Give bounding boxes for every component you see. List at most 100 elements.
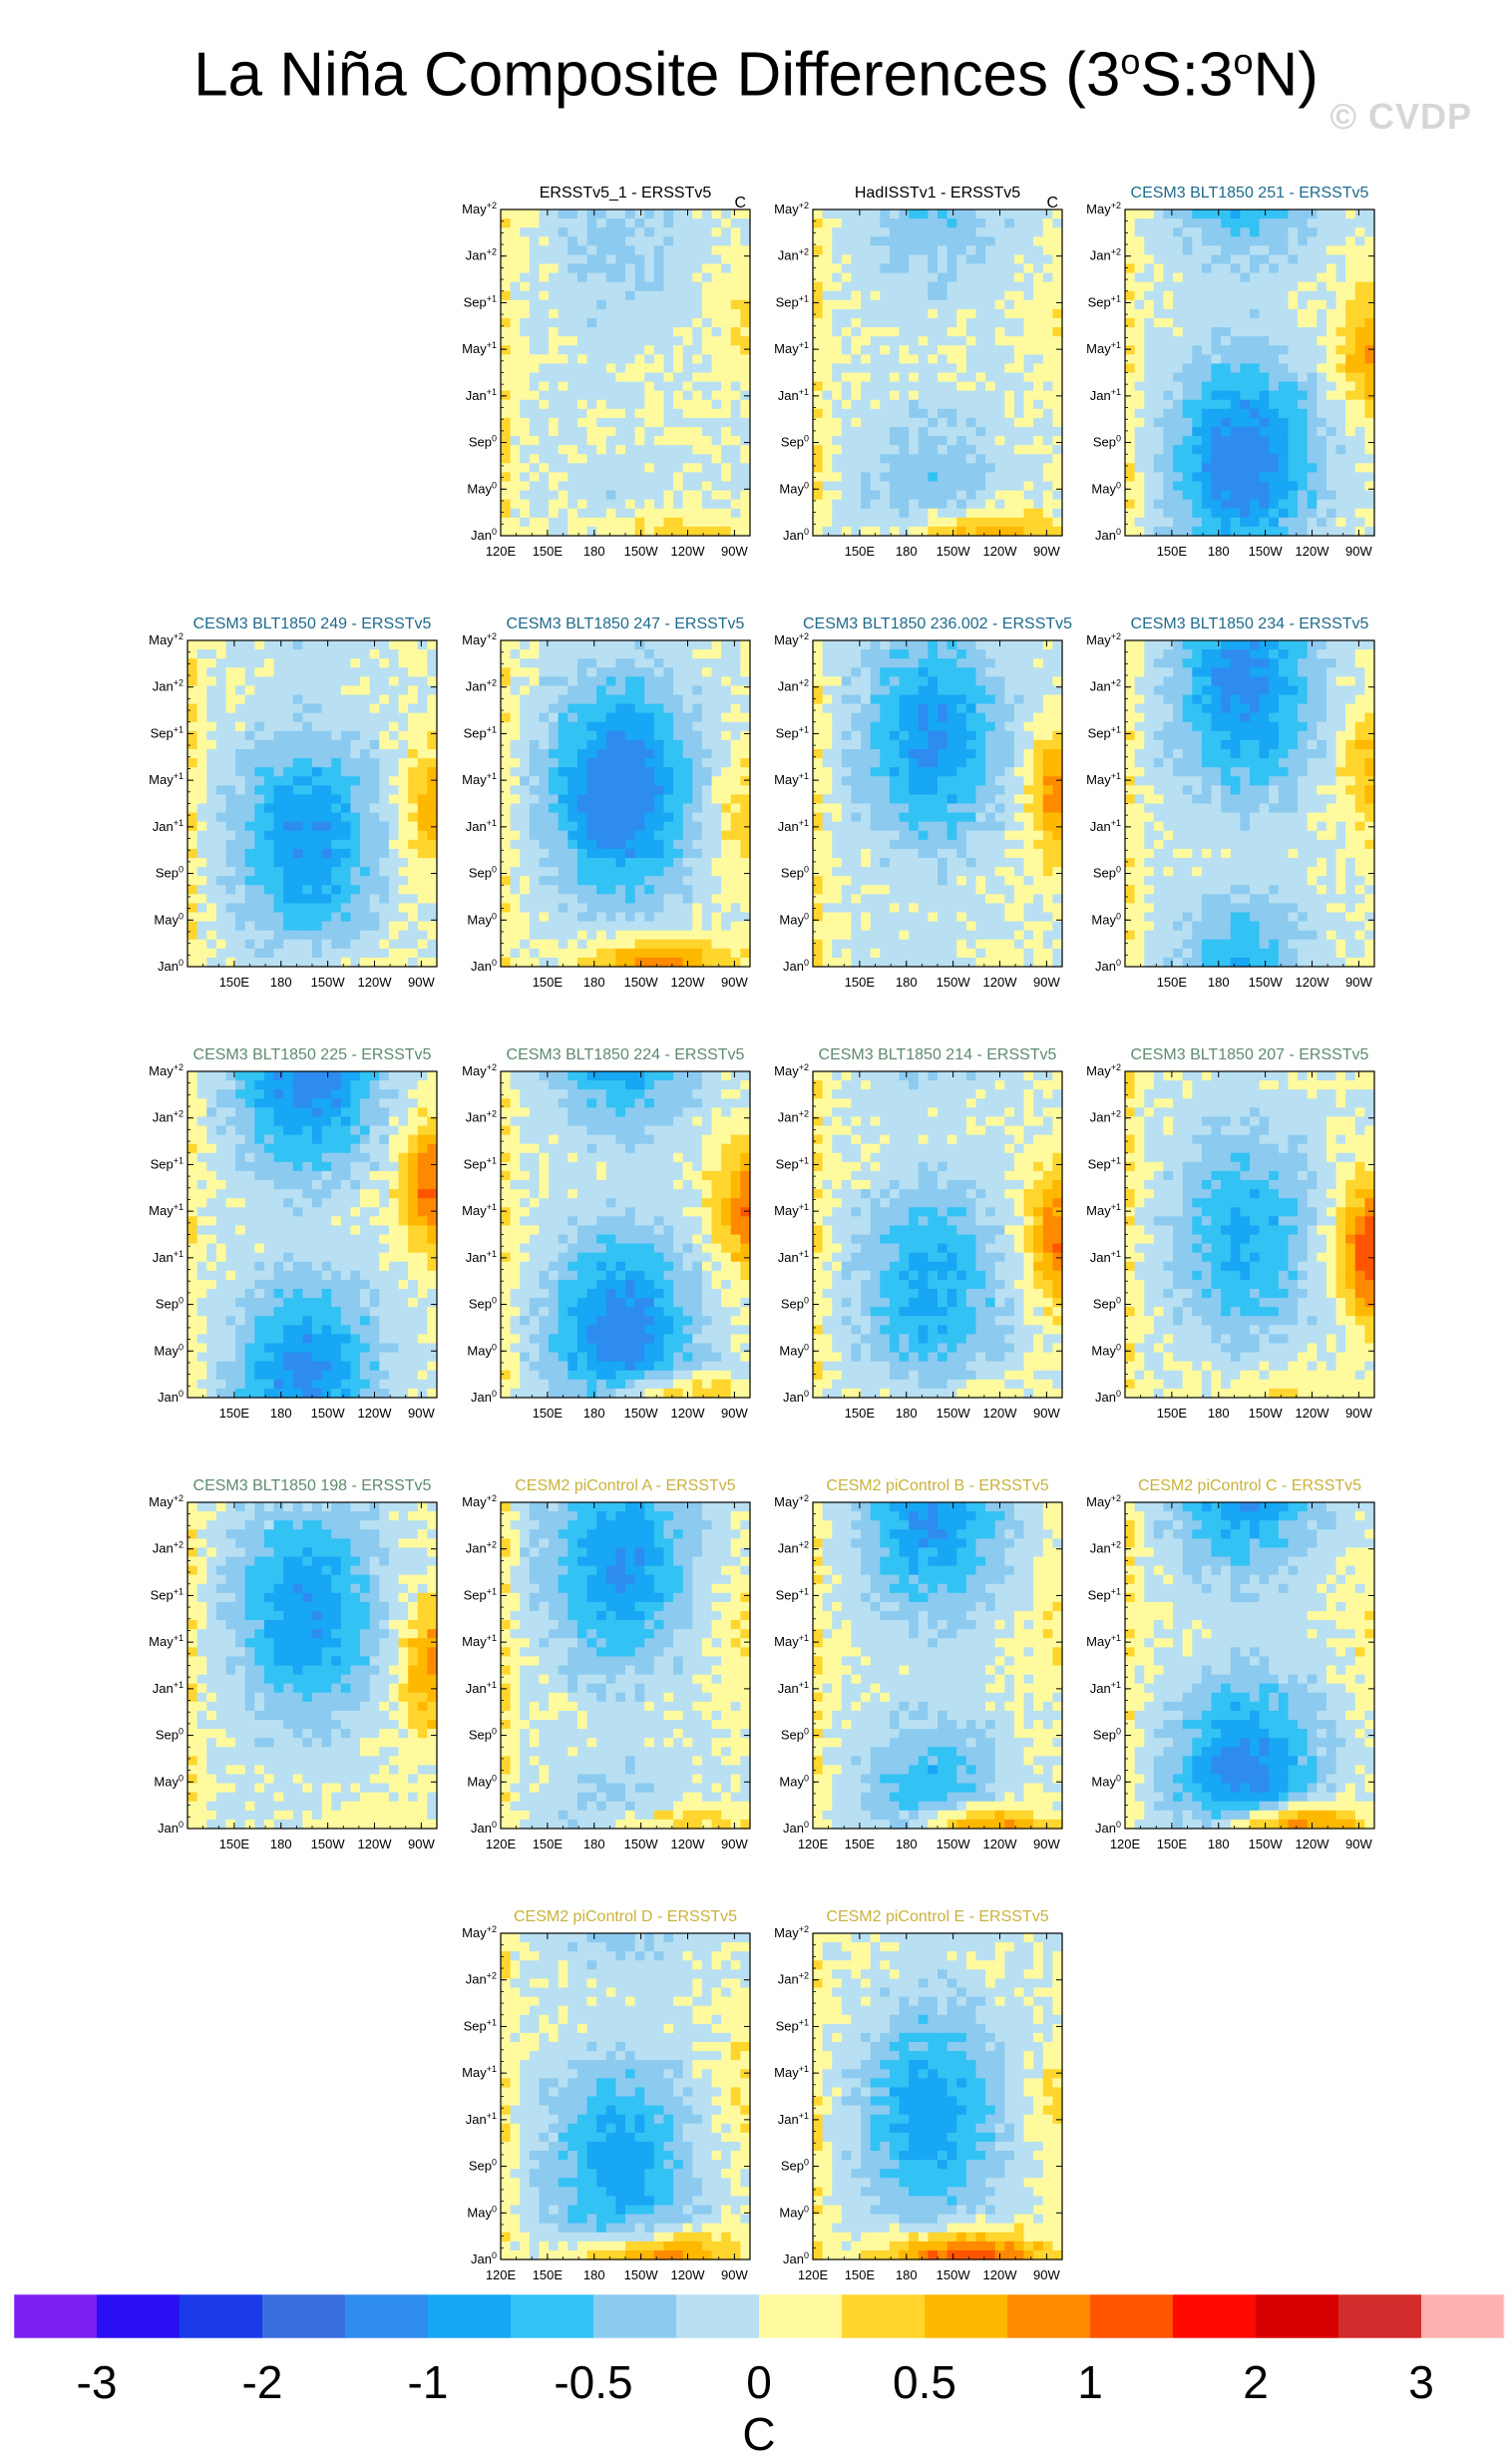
heatmap-cell	[880, 218, 891, 228]
heatmap-cell	[501, 254, 512, 265]
heatmap-cell	[975, 245, 986, 256]
heatmap-cell	[663, 354, 674, 365]
heatmap-cell	[701, 463, 713, 474]
heatmap-cell	[813, 336, 824, 346]
heatmap-cell	[1250, 318, 1261, 328]
heatmap-cell	[596, 499, 607, 510]
heatmap-cell	[520, 227, 531, 237]
heatmap-cell	[549, 912, 560, 923]
heatmap-cell	[1134, 408, 1145, 419]
heatmap-cell	[196, 876, 207, 886]
heatmap-cell	[653, 399, 665, 410]
heatmap-cell	[832, 363, 843, 374]
heatmap-cell	[206, 739, 217, 750]
heatmap-cell	[576, 508, 588, 519]
heatmap-cell	[625, 308, 636, 319]
heatmap-cell	[225, 957, 236, 968]
heatmap-cell	[549, 399, 560, 410]
heatmap-cell	[1364, 517, 1375, 528]
heatmap-cell	[653, 472, 665, 483]
heatmap-cell	[408, 948, 419, 959]
heatmap-cell	[549, 812, 560, 823]
heatmap-cell	[1221, 299, 1232, 310]
heatmap-cell	[1230, 390, 1241, 401]
heatmap-cell	[321, 876, 332, 886]
heatmap-cell	[1211, 254, 1222, 265]
heatmap-cell	[605, 649, 616, 659]
heatmap-cell	[740, 399, 751, 410]
heatmap-cell	[1163, 254, 1174, 265]
heatmap-cell	[956, 372, 967, 383]
heatmap-cell	[1364, 490, 1375, 501]
heatmap-cell	[360, 812, 371, 823]
heatmap-cell	[644, 354, 655, 365]
heatmap-cell	[841, 245, 853, 256]
heatmap-cell	[692, 327, 703, 337]
heatmap-cell	[539, 730, 550, 741]
heatmap-cell	[501, 499, 512, 510]
heatmap-cell	[644, 812, 655, 823]
heatmap-cell	[254, 676, 265, 687]
heatmap-cell	[539, 445, 550, 455]
heatmap-cell	[822, 354, 833, 365]
heatmap-cell	[682, 218, 693, 228]
heatmap-cell	[520, 327, 531, 337]
heatmap-cell	[634, 245, 645, 256]
y-tick-label: Jan+1	[1090, 387, 1121, 403]
heatmap-cell	[711, 830, 722, 841]
heatmap-cell	[1052, 427, 1063, 437]
heatmap-cell	[1125, 472, 1136, 483]
heatmap-cell	[529, 472, 541, 483]
heatmap-cell	[682, 436, 693, 446]
heatmap-cell	[615, 676, 626, 687]
heatmap-cell	[946, 308, 957, 319]
heatmap-cell	[1125, 372, 1136, 383]
heatmap-cell	[369, 867, 380, 877]
heatmap-cell	[225, 894, 236, 905]
heatmap-cell	[360, 730, 371, 741]
heatmap-cell	[1163, 363, 1174, 374]
heatmap-cell	[1134, 281, 1145, 292]
heatmap-cell	[196, 957, 207, 968]
heatmap-cell	[692, 454, 703, 464]
heatmap-cell	[196, 730, 207, 741]
heatmap-cell	[1144, 236, 1155, 246]
heatmap-cell	[889, 245, 901, 256]
heatmap-cell	[244, 739, 255, 750]
heatmap-cell	[909, 427, 920, 437]
heatmap-cell	[909, 417, 920, 428]
heatmap-cell	[244, 667, 255, 677]
heatmap-cell	[1182, 472, 1193, 483]
heatmap-cell	[558, 676, 568, 687]
heatmap-cell	[520, 848, 531, 859]
heatmap-cell	[965, 463, 977, 474]
heatmap-cell	[520, 876, 531, 886]
heatmap-cell	[870, 299, 881, 310]
heatmap-cell	[841, 372, 853, 383]
heatmap-cell	[558, 649, 568, 659]
heatmap-cell	[567, 263, 578, 274]
heatmap-cell	[841, 517, 853, 528]
heatmap-cell	[340, 694, 352, 705]
heatmap-cell	[673, 218, 684, 228]
heatmap-cell	[520, 649, 531, 659]
heatmap-cell	[692, 794, 703, 805]
heatmap-cell	[1211, 345, 1222, 355]
heatmap-cell	[1163, 408, 1174, 419]
heatmap-cell	[586, 739, 597, 750]
heatmap-cell	[615, 730, 626, 741]
panel: ERSSTv5_1 - ERSSTv5CMay+2Jan+2Sep+1May+1…	[462, 185, 751, 559]
heatmap-cell	[427, 812, 438, 823]
heatmap-cell	[861, 526, 872, 537]
heatmap-cell	[302, 821, 313, 832]
heatmap-cell	[946, 381, 957, 392]
heatmap-cell	[549, 712, 560, 723]
heatmap-cell	[928, 417, 939, 428]
heatmap-cell	[1325, 327, 1337, 337]
heatmap-cell	[956, 245, 967, 256]
heatmap-cell	[1240, 372, 1251, 383]
heatmap-cell	[567, 912, 578, 923]
heatmap-cell	[851, 390, 862, 401]
heatmap-cell	[682, 336, 693, 346]
heatmap-cell	[701, 749, 713, 759]
